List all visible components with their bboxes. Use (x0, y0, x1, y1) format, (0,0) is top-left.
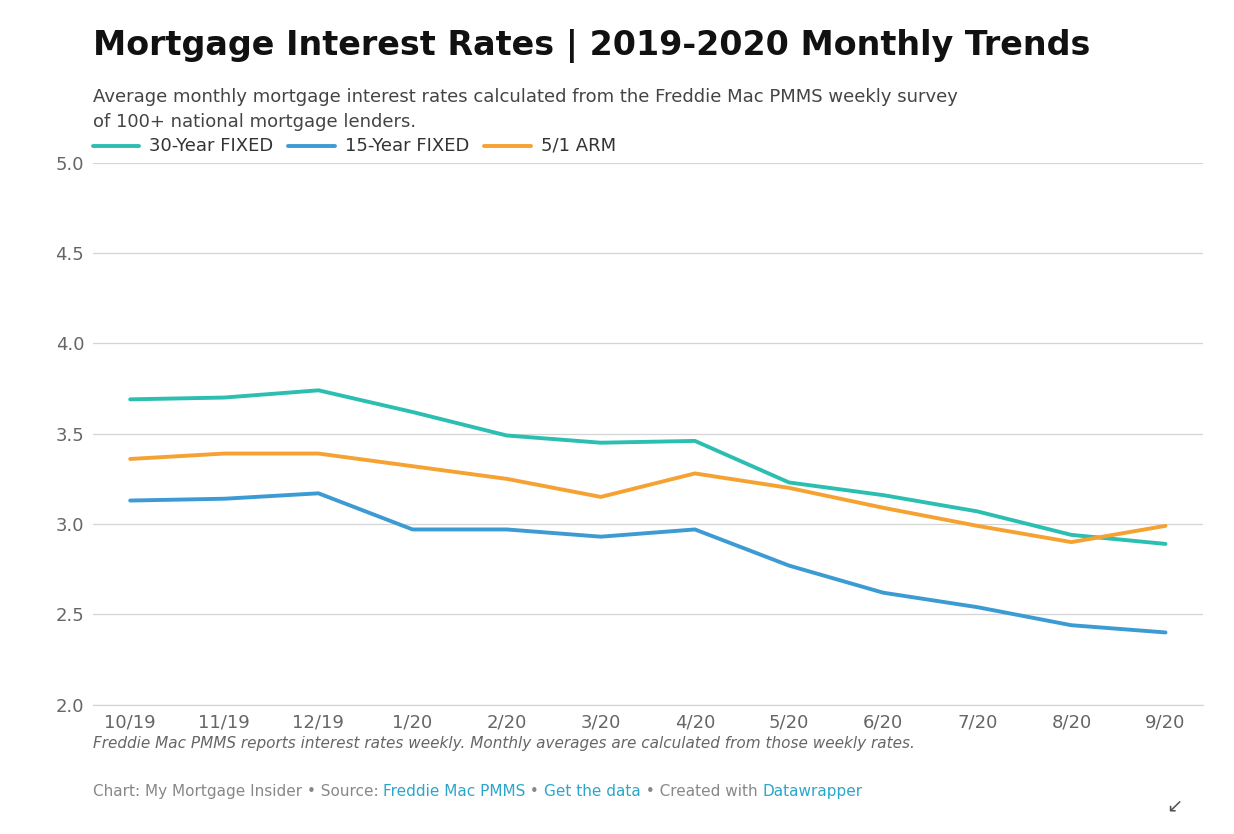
Text: Freddie Mac PMMS reports interest rates weekly. Monthly averages are calculated : Freddie Mac PMMS reports interest rates … (93, 736, 914, 751)
Text: •: • (526, 784, 544, 799)
Text: Chart: My Mortgage Insider • Source:: Chart: My Mortgage Insider • Source: (93, 784, 383, 799)
Text: • Created with: • Created with (640, 784, 763, 799)
Text: Get the data: Get the data (544, 784, 640, 799)
Text: Average monthly mortgage interest rates calculated from the Freddie Mac PMMS wee: Average monthly mortgage interest rates … (93, 88, 958, 131)
Text: Mortgage Interest Rates | 2019-2020 Monthly Trends: Mortgage Interest Rates | 2019-2020 Mont… (93, 29, 1090, 63)
Text: 5/1 ARM: 5/1 ARM (540, 137, 616, 155)
Text: 30-Year FIXED: 30-Year FIXED (149, 137, 274, 155)
Text: ↙: ↙ (1166, 796, 1182, 816)
Text: Freddie Mac PMMS: Freddie Mac PMMS (383, 784, 526, 799)
Text: Datawrapper: Datawrapper (763, 784, 863, 799)
Text: 15-Year FIXED: 15-Year FIXED (346, 137, 469, 155)
